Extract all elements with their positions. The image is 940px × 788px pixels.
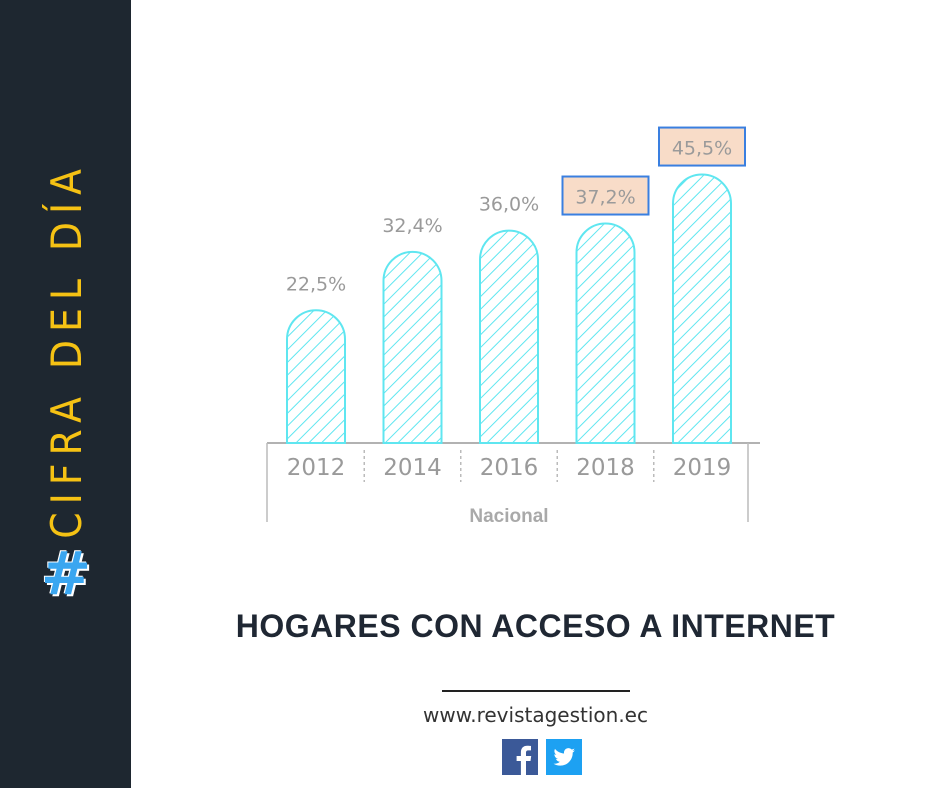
category-label-2012: 2012	[287, 455, 346, 481]
divider	[442, 690, 630, 692]
page-title: HOGARES CON ACCESO A INTERNET	[235, 608, 836, 644]
bar-2016	[479, 229, 539, 444]
bar-chart: 22,5%32,4%36,0% 37,2%45,5% 2012 2014 2016 20…	[266, 126, 760, 527]
bar-2019	[672, 173, 732, 444]
category-label-2014: 2014	[383, 455, 442, 481]
bar-2018	[575, 222, 636, 444]
facebook-icon[interactable]	[502, 739, 538, 775]
highlight-box-2019	[658, 126, 746, 167]
value-label-2014: 32,4%	[382, 215, 442, 237]
category-label-2016: 2016	[480, 455, 539, 481]
twitter-icon[interactable]	[546, 739, 582, 775]
category-label-2018: 2018	[576, 455, 635, 481]
value-label-2018: 37,2%	[575, 187, 635, 209]
bars	[286, 173, 732, 444]
highlight-box-2018	[561, 175, 650, 216]
bar-2014	[382, 250, 443, 444]
value-label-2016: 36,0%	[479, 194, 539, 216]
value-label-2019: 45,5%	[672, 138, 732, 160]
sidebar: # CIFRA DEL DÍA	[0, 0, 131, 788]
category-labels: 2012 2014 2016 2018 2019	[287, 455, 732, 481]
value-labels: 22,5% 32,4% 36,0% 37,2% 45,5%	[286, 126, 746, 295]
bar-2012	[286, 309, 346, 444]
website-link[interactable]: www.revistagestion.ec	[423, 703, 648, 727]
value-label-2012: 22,5%	[286, 273, 346, 295]
category-label-2019: 2019	[673, 455, 732, 481]
group-label: Nacional	[469, 506, 548, 527]
